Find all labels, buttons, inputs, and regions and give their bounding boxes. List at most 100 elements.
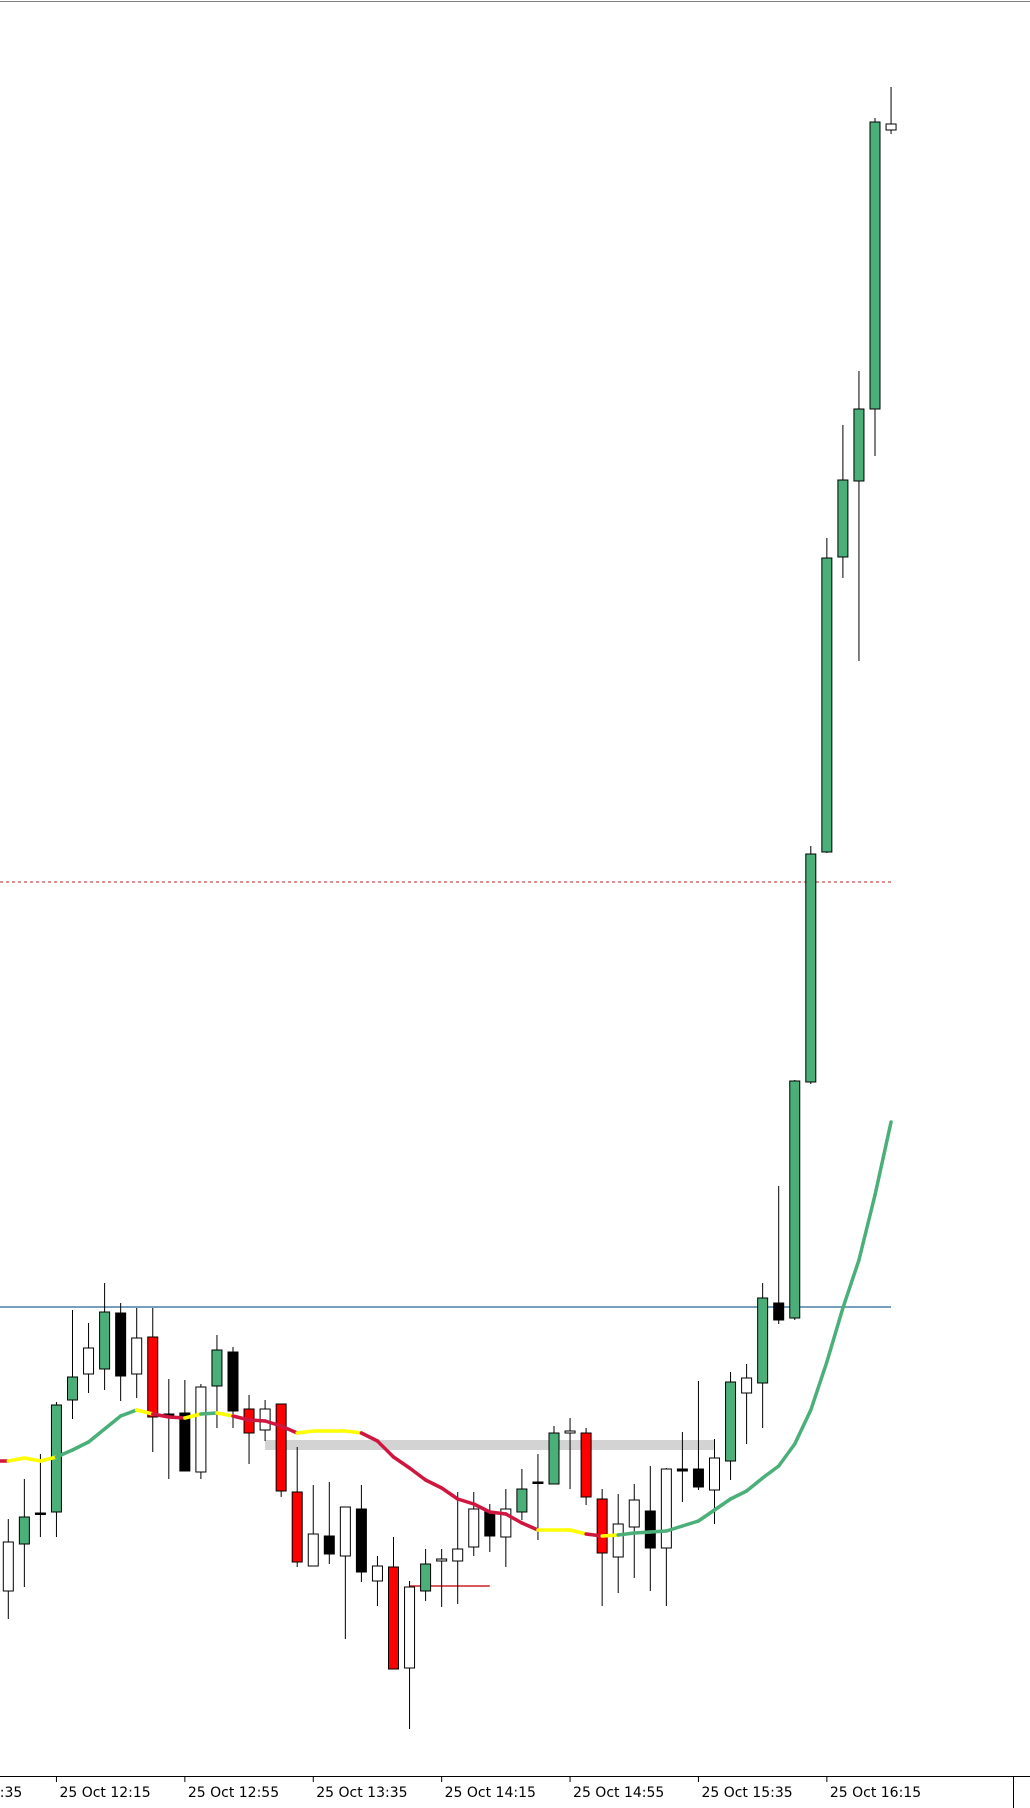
ma-segment <box>151 1412 171 1419</box>
ma-segment <box>744 1476 765 1493</box>
ma-segment <box>359 1431 380 1443</box>
candle-1250 <box>163 1379 175 1479</box>
ma-segment <box>632 1530 653 1535</box>
candle-1610 <box>805 846 817 1084</box>
ma-segment <box>600 1533 620 1538</box>
time-tick-label: 25 Oct 16:15 <box>830 1785 921 1801</box>
candle-body <box>516 1488 528 1513</box>
candle-body <box>307 1533 319 1567</box>
candle-1245 <box>147 1308 159 1452</box>
candle-1255 <box>179 1380 191 1472</box>
candle-body <box>548 1432 560 1485</box>
ma-segment <box>375 1439 396 1459</box>
ma-segment <box>231 1414 251 1422</box>
time-tick-label: 25 Oct 12:15 <box>59 1785 150 1801</box>
ma-segment <box>215 1411 235 1418</box>
candle-body <box>580 1432 592 1498</box>
candle-1235 <box>115 1303 127 1401</box>
candle-1300 <box>195 1384 207 1479</box>
candle-body <box>147 1336 159 1418</box>
candle-1615 <box>821 538 833 853</box>
time-tick-label: 25 Oct 14:55 <box>573 1785 664 1801</box>
ma-segment <box>520 1521 540 1532</box>
time-tick-label: 25 Oct 15:35 <box>701 1785 792 1801</box>
candle-1520 <box>644 1466 656 1591</box>
candle-body <box>420 1563 432 1592</box>
candle-body <box>291 1491 303 1563</box>
ma-segment <box>857 1193 877 1262</box>
candle-body <box>355 1508 367 1573</box>
candle-1545 <box>725 1372 737 1480</box>
candle-1525 <box>660 1468 672 1606</box>
candle-1515 <box>628 1484 640 1578</box>
candle-1440 <box>516 1469 528 1520</box>
ma-segment <box>584 1532 604 1538</box>
time-tick-label: 25 Oct 11:35 <box>0 1785 22 1801</box>
ma-segment <box>70 1440 91 1452</box>
ma-segment <box>38 1455 59 1463</box>
candle-1350 <box>355 1485 367 1582</box>
ma-segment <box>841 1258 861 1310</box>
candle-body <box>388 1566 399 1670</box>
candle-body <box>837 479 849 558</box>
candle-body <box>725 1381 737 1462</box>
candle-body <box>821 557 833 853</box>
candle-1535 <box>692 1381 704 1490</box>
ma-segment <box>873 1120 893 1197</box>
candle-1225 <box>83 1323 95 1393</box>
ma-segment <box>439 1486 460 1501</box>
candles-layer <box>2 87 897 1729</box>
ma-segment <box>680 1519 701 1528</box>
candle-body <box>805 853 817 1083</box>
ma-segment <box>728 1489 749 1501</box>
ma-segment <box>118 1408 139 1418</box>
candle-body <box>339 1506 351 1557</box>
candle-1510 <box>612 1494 624 1593</box>
candle-1630 <box>869 118 881 456</box>
candle-1345 <box>339 1506 351 1639</box>
candle-body <box>612 1523 624 1558</box>
time-axis: 25 Oct 11:35 25 Oct 12:15 25 Oct 12:55 25 O… <box>0 1776 921 1801</box>
candle-1315 <box>243 1395 255 1464</box>
ma-segment <box>455 1497 476 1506</box>
ma-segment <box>648 1529 669 1534</box>
ma-segment <box>167 1415 187 1420</box>
candle-body <box>853 408 865 482</box>
candle-body <box>692 1468 704 1488</box>
candle-1220 <box>67 1310 78 1419</box>
candle-1200 <box>2 1519 14 1619</box>
candle-1505 <box>596 1489 608 1606</box>
ma-segment <box>295 1429 315 1435</box>
time-tick-label: 25 Oct 14:15 <box>445 1785 536 1801</box>
ma-segment <box>407 1466 428 1482</box>
candle-1355 <box>371 1556 383 1606</box>
ma-segment <box>102 1414 123 1431</box>
candle-body <box>773 1302 785 1321</box>
ma-segment <box>86 1427 107 1444</box>
candle-body <box>596 1498 608 1554</box>
candle-1205 <box>18 1479 30 1587</box>
candle-body <box>564 1430 576 1434</box>
ma-segment <box>279 1424 299 1435</box>
candle-body <box>211 1349 223 1387</box>
candle-body <box>67 1376 78 1401</box>
zone-layer <box>265 1440 715 1450</box>
ma-segment <box>760 1464 781 1480</box>
candle-body <box>885 123 897 131</box>
ma-segment <box>568 1528 588 1536</box>
ma-segment <box>391 1455 412 1470</box>
ma-segment <box>809 1360 829 1412</box>
ma-segment <box>616 1531 636 1537</box>
candle-1410 <box>420 1549 432 1601</box>
candle-body <box>436 1558 448 1562</box>
candle-1210 <box>34 1454 46 1537</box>
candle-1340 <box>323 1482 335 1564</box>
candle-body <box>644 1510 656 1549</box>
candle-body <box>323 1535 335 1555</box>
candle-1435 <box>500 1489 512 1567</box>
candle-body <box>371 1565 383 1582</box>
ma-segment <box>183 1412 203 1420</box>
candle-1330 <box>291 1447 303 1567</box>
